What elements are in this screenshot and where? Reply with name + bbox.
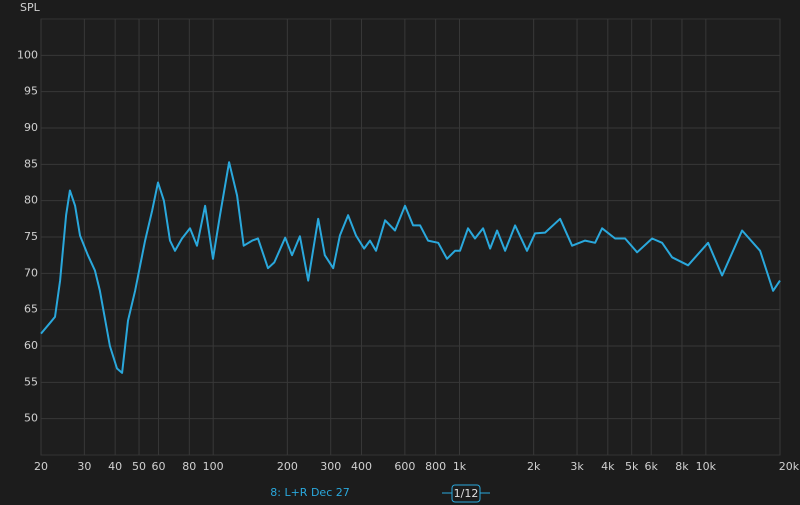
x-tick-label: 6k	[645, 460, 659, 473]
y-tick-label: 55	[24, 375, 38, 388]
x-tick-label: 20kHz	[779, 460, 800, 473]
y-axis-label: SPL	[20, 1, 41, 14]
x-tick-label: 100	[203, 460, 224, 473]
data-line	[40, 161, 781, 374]
y-tick-label: 100	[17, 48, 38, 61]
x-tick-label: 3k	[570, 460, 584, 473]
x-tick-label: 80	[182, 460, 196, 473]
legend-entry: 8: L+R Dec 27	[270, 486, 349, 499]
y-tick-label: 65	[24, 303, 38, 316]
x-tick-label: 50	[132, 460, 146, 473]
x-tick-label: 5k	[625, 460, 639, 473]
y-tick-label: 75	[24, 230, 38, 243]
smoothing-control[interactable]: 1/12	[442, 484, 490, 503]
x-tick-label: 400	[351, 460, 372, 473]
y-tick-label: 70	[24, 266, 38, 279]
x-tick-label: 10k	[696, 460, 717, 473]
x-tick-label: 1k	[453, 460, 467, 473]
x-tick-label: 30	[77, 460, 91, 473]
y-tick-label: 95	[24, 85, 38, 98]
x-tick-label: 800	[425, 460, 446, 473]
smoothing-label[interactable]: 1/12	[454, 487, 479, 500]
x-tick-label: 4k	[601, 460, 615, 473]
x-tick-label: 600	[394, 460, 415, 473]
y-tick-label: 80	[24, 194, 38, 207]
x-tick-label: 8k	[675, 460, 689, 473]
y-tick-label: 90	[24, 121, 38, 134]
y-tick-label: 60	[24, 339, 38, 352]
y-tick-label: 85	[24, 157, 38, 170]
x-tick-label: 200	[277, 460, 298, 473]
x-tick-label: 300	[320, 460, 341, 473]
x-tick-label: 2k	[527, 460, 541, 473]
x-tick-label: 60	[152, 460, 166, 473]
x-tick-label: 20	[34, 460, 48, 473]
y-tick-label: 50	[24, 412, 38, 425]
x-tick-label: 40	[108, 460, 122, 473]
